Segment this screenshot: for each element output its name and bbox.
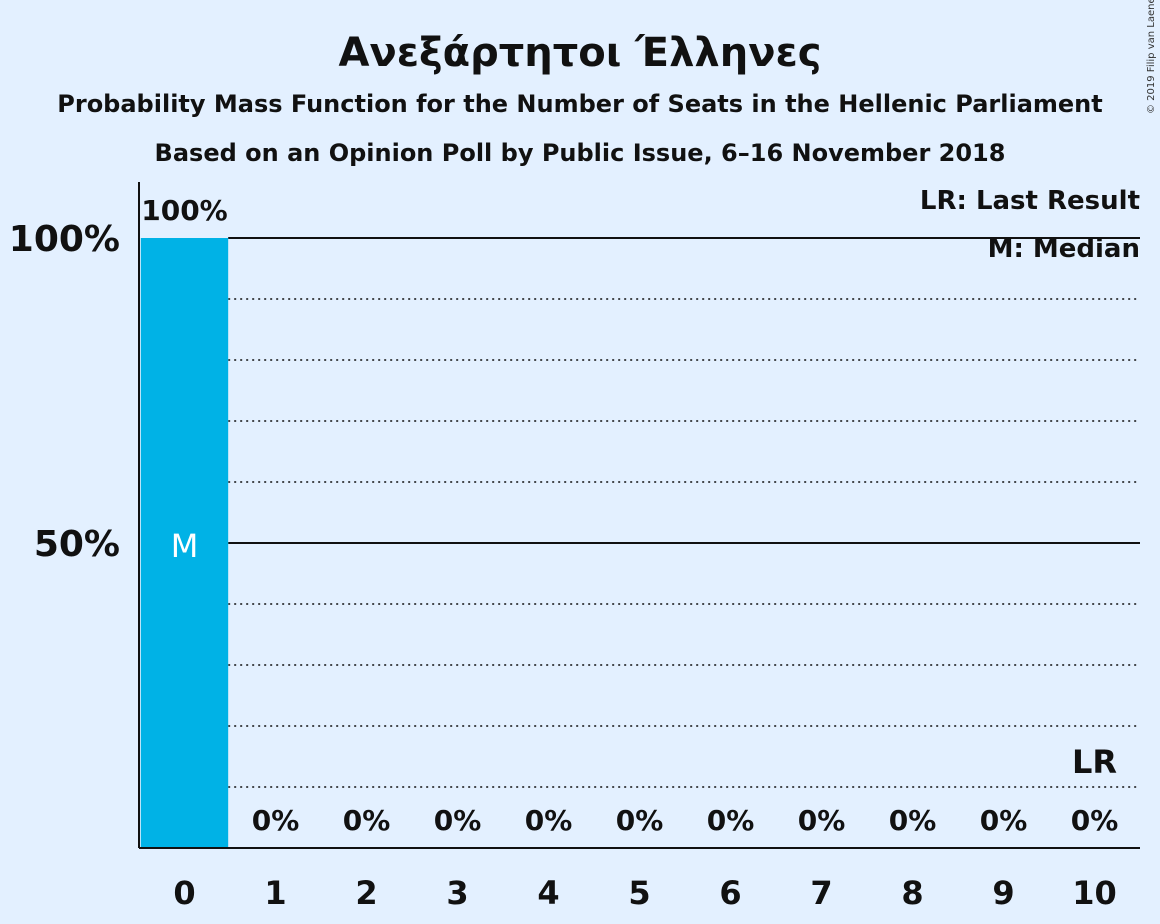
data-label: 100% xyxy=(141,194,228,227)
x-tick-label: 0 xyxy=(173,874,195,912)
x-tick-label: 2 xyxy=(355,874,377,912)
x-axis-ticks: 0 1 2 3 4 5 6 7 8 9 10 xyxy=(173,874,1116,912)
data-label: 0% xyxy=(616,804,664,837)
chart-title: Ανεξάρτητοι Έλληνες xyxy=(339,30,822,76)
x-tick-label: 5 xyxy=(628,874,650,912)
data-label: 0% xyxy=(343,804,391,837)
data-label: 0% xyxy=(252,804,300,837)
x-tick-label: 8 xyxy=(901,874,923,912)
chart-subtitle: Probability Mass Function for the Number… xyxy=(57,90,1102,118)
x-tick-label: 7 xyxy=(810,874,832,912)
median-marker: M xyxy=(171,527,199,565)
data-label: 0% xyxy=(980,804,1028,837)
x-tick-label: 4 xyxy=(537,874,559,912)
data-label: 0% xyxy=(434,804,482,837)
x-tick-label: 9 xyxy=(992,874,1014,912)
data-label: 0% xyxy=(1071,804,1119,837)
legend-last-result: LR: Last Result xyxy=(920,186,1140,216)
bars-group xyxy=(140,238,229,848)
data-label: 0% xyxy=(707,804,755,837)
x-tick-label: 3 xyxy=(446,874,468,912)
y-axis-ticks: 50% 100% xyxy=(9,219,120,565)
data-label: 0% xyxy=(525,804,573,837)
grid-lines xyxy=(228,237,1140,788)
copyright-notice: © 2019 Filip van Laenen xyxy=(1146,0,1157,114)
x-tick-label: 6 xyxy=(719,874,741,912)
x-tick-label: 10 xyxy=(1072,874,1117,912)
legend-median: M: Median xyxy=(988,234,1140,264)
data-labels-group: 100% 0% 0% 0% 0% 0% 0% 0% 0% 0% 0% M LR xyxy=(141,194,1118,837)
x-tick-label: 1 xyxy=(264,874,286,912)
y-tick-label: 50% xyxy=(34,524,120,565)
data-label: 0% xyxy=(798,804,846,837)
last-result-marker: LR xyxy=(1072,743,1117,781)
y-tick-label: 100% xyxy=(9,219,120,260)
data-label: 0% xyxy=(889,804,937,837)
chart-subtitle-source: Based on an Opinion Poll by Public Issue… xyxy=(155,139,1006,167)
bar-seats-0 xyxy=(140,238,229,848)
